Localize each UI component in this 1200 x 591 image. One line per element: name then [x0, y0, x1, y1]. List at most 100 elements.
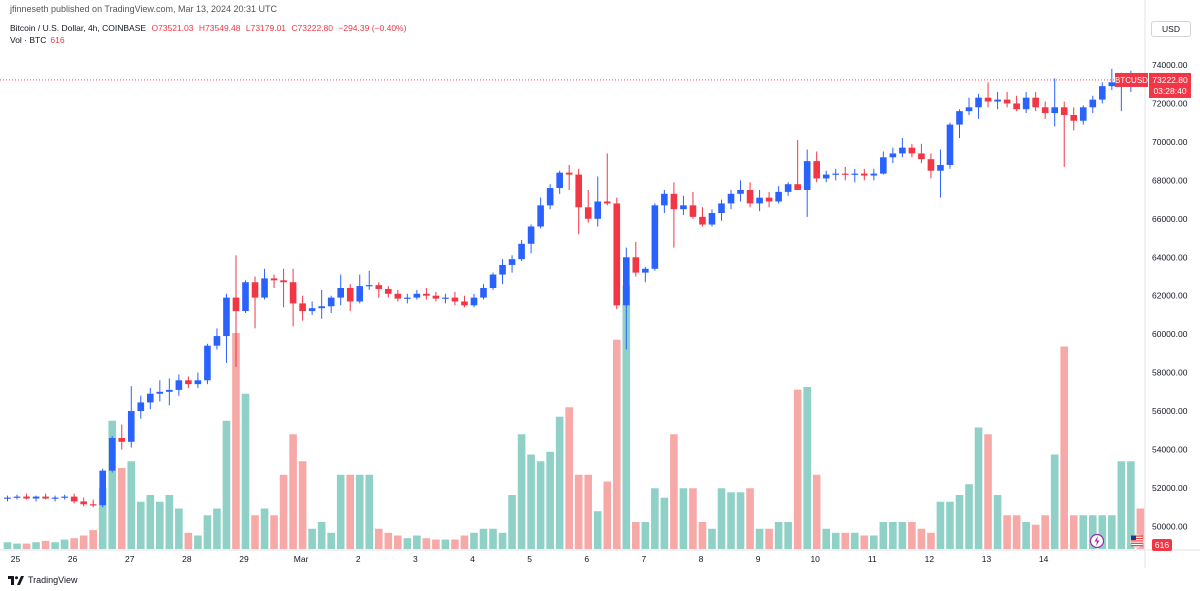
- candle-body: [194, 380, 202, 385]
- lightning-event-icon[interactable]: [1089, 533, 1105, 549]
- tradingview-footer: TradingView: [8, 575, 78, 585]
- candle-body: [461, 301, 468, 306]
- candle-body: [937, 164, 944, 171]
- candle-body: [127, 411, 135, 442]
- candle-body: [603, 201, 611, 204]
- volume-bar: [1022, 522, 1030, 549]
- volume-bar: [60, 539, 69, 549]
- volume-bar: [1108, 515, 1116, 549]
- x-tick-label: 11: [868, 554, 877, 564]
- candle-body: [147, 393, 154, 403]
- candle-body: [813, 161, 820, 179]
- volume-bar: [555, 416, 564, 549]
- volume-bar: [1136, 508, 1145, 549]
- tradingview-logo-icon: [8, 575, 24, 585]
- volume-bar: [565, 407, 573, 549]
- last-price-label: 73222.80: [1152, 75, 1188, 85]
- volume-bar: [184, 532, 193, 549]
- volume-bar: [175, 508, 183, 549]
- volume-bar: [470, 532, 478, 549]
- candle-body: [289, 282, 297, 304]
- candle-body: [880, 157, 887, 174]
- candle-body: [213, 336, 221, 346]
- volume-bar: [889, 522, 897, 549]
- volume-bar: [89, 530, 97, 549]
- volume-bar: [1003, 515, 1011, 549]
- volume-bar: [156, 501, 164, 549]
- candle-body: [432, 295, 440, 299]
- volume-bar: [784, 522, 792, 549]
- x-tick-label: 14: [1039, 554, 1049, 564]
- volume-legend-label[interactable]: Vol · BTC: [10, 35, 47, 45]
- volume-bar: [432, 539, 440, 549]
- volume-bar: [574, 474, 583, 549]
- candle-body: [918, 153, 925, 160]
- volume-bar: [346, 474, 355, 549]
- us-flag-event-icon[interactable]: [1130, 534, 1144, 548]
- currency-button[interactable]: USD: [1151, 21, 1191, 37]
- y-tick-label: 54000.00: [1152, 445, 1188, 455]
- volume-bar: [546, 451, 554, 549]
- countdown-label: 03:28:40: [1153, 86, 1186, 96]
- volume-bar: [1031, 524, 1040, 549]
- candle-body: [242, 282, 249, 312]
- y-tick-label: 50000.00: [1152, 521, 1188, 531]
- y-tick-label: 62000.00: [1152, 291, 1188, 301]
- volume-bar: [917, 528, 926, 549]
- candle-body: [1060, 107, 1068, 115]
- candle-body: [565, 172, 573, 175]
- candle-body: [118, 437, 126, 442]
- candle-body: [899, 147, 906, 154]
- volume-bar: [965, 484, 973, 549]
- volume-bar: [460, 535, 469, 549]
- candle-body: [413, 293, 421, 298]
- candle-body: [680, 205, 687, 210]
- candle-body: [108, 437, 116, 471]
- x-tick-label: 25: [11, 554, 21, 564]
- volume-bar: [32, 542, 40, 549]
- x-tick-label: Mar: [294, 554, 309, 564]
- candle-body: [537, 205, 544, 227]
- candle-body: [984, 97, 992, 102]
- volume-bar: [374, 528, 383, 549]
- x-tick-label: 27: [125, 554, 135, 564]
- candle-body: [708, 213, 716, 225]
- candle-body: [718, 203, 725, 214]
- candle-body: [670, 193, 678, 210]
- volume-bar: [765, 528, 773, 549]
- candle-body: [794, 184, 801, 190]
- candle-body: [765, 197, 773, 202]
- candle-body: [204, 345, 211, 381]
- flag-stripe: [1131, 540, 1143, 542]
- symbol-description[interactable]: Bitcoin / U.S. Dollar, 4h, COINBASE: [10, 23, 147, 33]
- volume-bar: [394, 535, 402, 549]
- candle-body: [185, 380, 192, 385]
- volume-bar: [746, 488, 754, 549]
- candle-body: [575, 174, 582, 208]
- volume-bar: [298, 461, 307, 549]
- candle-body: [651, 205, 659, 269]
- candle-body: [956, 111, 963, 125]
- candle-body: [737, 189, 744, 194]
- candle-body: [556, 172, 563, 189]
- volume-bar: [165, 495, 174, 549]
- volume-tag: 616: [1155, 540, 1169, 550]
- candle-body: [908, 147, 916, 154]
- candle-body: [594, 201, 602, 219]
- candle-body: [861, 173, 868, 176]
- volume-bar: [41, 540, 50, 549]
- candle-body: [1079, 107, 1087, 121]
- candle-body: [365, 285, 373, 287]
- candle-body: [166, 389, 173, 392]
- volume-bar: [727, 492, 735, 549]
- volume-bar: [879, 522, 888, 549]
- volume-bar: [670, 434, 678, 549]
- volume-bar: [660, 497, 669, 549]
- candle-body: [546, 188, 554, 206]
- candle-body: [137, 402, 145, 412]
- x-tick-label: 8: [699, 554, 704, 564]
- x-tick-label: 9: [756, 554, 761, 564]
- volume-bar: [355, 474, 364, 549]
